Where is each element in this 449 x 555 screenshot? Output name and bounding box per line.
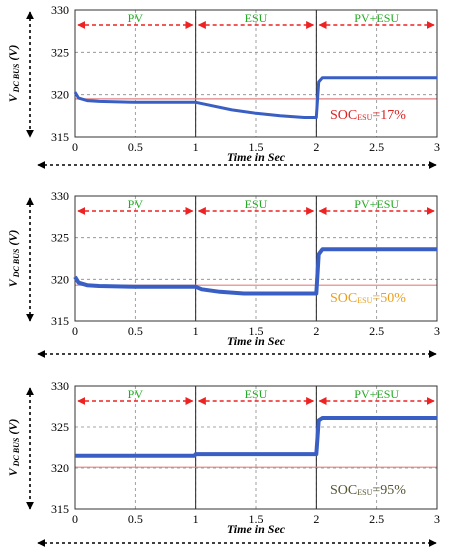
x-tick-label: 0.5: [128, 324, 143, 338]
series-line-vdc: [75, 416, 437, 458]
x-tick-label: 0: [72, 512, 78, 526]
phase-label: ESU: [245, 387, 268, 401]
phase-label: PV+ESU: [354, 11, 399, 25]
phase-label: PV: [128, 197, 144, 211]
phase-label: PV+ESU: [354, 387, 399, 401]
x-tick-label: 1: [193, 140, 199, 154]
x-tick-label: 3: [434, 140, 440, 154]
x-tick-label: 1.5: [249, 140, 264, 154]
phase-label: PV+ESU: [354, 197, 399, 211]
y-tick-label: 315: [51, 130, 69, 144]
y-tick-label: 325: [51, 45, 69, 59]
phase-label: ESU: [245, 197, 268, 211]
y-tick-label: 315: [51, 502, 69, 516]
x-tick-label: 2: [313, 324, 319, 338]
plot-frame: [74, 9, 438, 138]
x-tick-label: 1: [193, 324, 199, 338]
chart-panel-3: PV ESU PV+ESU 315 320 325 330 0 0.5 1 1.5 2 2.5 3 Time…: [6, 379, 440, 547]
phase-label: PV: [128, 387, 144, 401]
y-tick-label: 315: [51, 314, 69, 328]
y-tick-label: 330: [51, 3, 69, 17]
chart-panel-2: PV ESU PV+ESU 315 320 325 330 0 0.5 1 1.5 2 2.5 3 Time…: [6, 189, 440, 358]
y-tick-label: 330: [51, 189, 69, 203]
y-tick-label: 325: [51, 420, 69, 434]
y-tick-label: 330: [51, 379, 69, 393]
plot-frame: [74, 385, 438, 510]
y-axis-title: V DC BUS (V): [6, 45, 21, 103]
x-tick-label: 2: [313, 512, 319, 526]
x-tick-label: 2.5: [369, 512, 384, 526]
x-tick-label: 1.5: [249, 324, 264, 338]
x-axis-title: Time in Sec: [227, 334, 286, 348]
plot-frame: [74, 195, 438, 322]
soc-annotation: SOCESU=50%: [330, 291, 406, 306]
y-axis-title: V DC BUS (V): [6, 230, 21, 288]
y-axis-title: V DC BUS (V): [6, 419, 21, 477]
x-tick-label: 0: [72, 140, 78, 154]
x-tick-label: 0.5: [128, 512, 143, 526]
soc-annotation: SOCESU=95%: [330, 483, 406, 498]
y-tick-label: 320: [51, 272, 69, 286]
series-line-vdc: [73, 76, 437, 119]
x-tick-label: 2.5: [369, 324, 384, 338]
x-axis-title: Time in Sec: [227, 150, 286, 164]
soc-annotation: SOCESU=17%: [330, 108, 406, 123]
y-tick-label: 320: [51, 88, 69, 102]
x-tick-label: 1.5: [249, 512, 264, 526]
x-tick-label: 1: [193, 512, 199, 526]
x-axis-title: Time in Sec: [227, 522, 286, 536]
y-tick-label: 320: [51, 461, 69, 475]
phase-label: PV: [128, 11, 144, 25]
x-tick-label: 0: [72, 324, 78, 338]
x-tick-label: 3: [434, 512, 440, 526]
series-line-vdc: [73, 247, 437, 296]
x-tick-label: 2.5: [369, 140, 384, 154]
x-tick-label: 0.5: [128, 140, 143, 154]
x-tick-label: 2: [313, 140, 319, 154]
phase-label: ESU: [245, 11, 268, 25]
x-tick-label: 3: [434, 324, 440, 338]
y-tick-label: 325: [51, 231, 69, 245]
chart-panel-1: PV ESU PV+ESU 315 320 325 330 0 0.5 1 1.5 2 2.5 3 Time…: [6, 3, 440, 169]
